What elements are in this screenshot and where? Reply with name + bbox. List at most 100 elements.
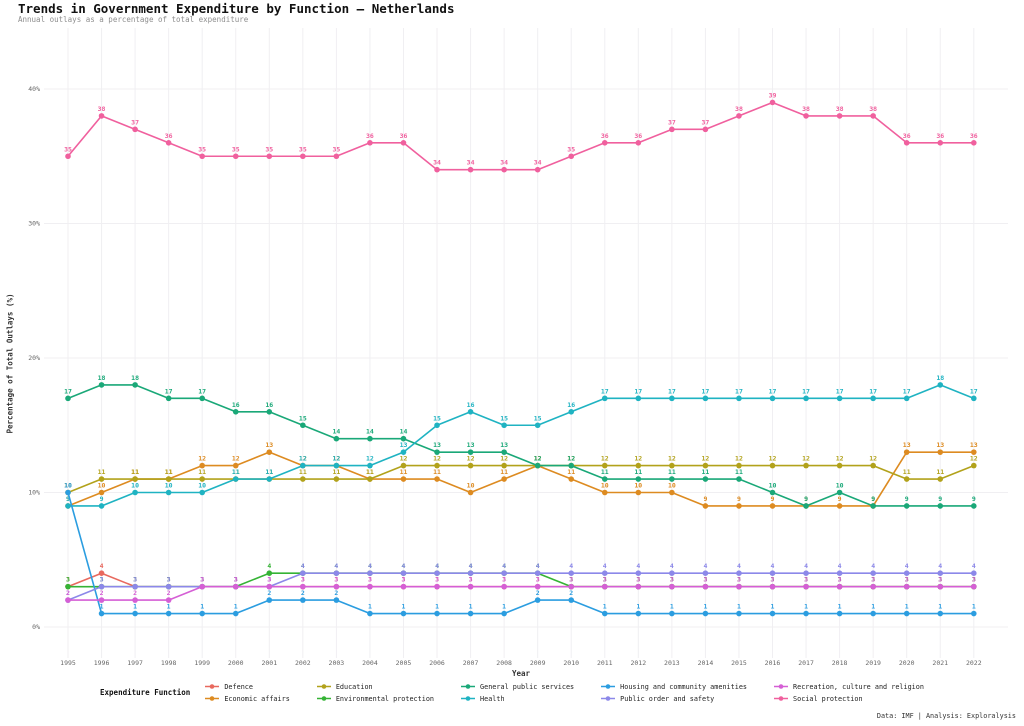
data-point-label: 16 [467, 401, 475, 409]
data-point-label: 3 [334, 576, 338, 584]
data-point [65, 597, 71, 603]
data-point-label: 3 [569, 576, 573, 584]
data-point [601, 476, 608, 482]
data-point-label: 3 [636, 576, 640, 584]
data-point [232, 610, 239, 617]
x-tick-label: 2009 [530, 659, 546, 667]
data-point-label: 3 [972, 576, 976, 584]
data-point [903, 583, 910, 590]
data-point-label: 11 [232, 468, 240, 476]
data-point-label: 12 [467, 455, 475, 463]
data-point [333, 583, 340, 590]
data-point-label: 3 [771, 576, 775, 584]
x-tick-label: 2011 [597, 659, 613, 667]
data-point-label: 11 [433, 468, 441, 476]
data-point-label: 3 [133, 576, 137, 584]
data-point-label: 12 [802, 455, 810, 463]
legend-item-health: Health [460, 694, 574, 703]
data-point-label: 9 [771, 495, 775, 503]
data-point-label: 38 [735, 105, 743, 113]
data-point-label: 3 [569, 576, 573, 584]
data-point [132, 583, 138, 590]
data-point [870, 503, 876, 509]
data-point-label: 4 [368, 562, 372, 570]
data-point [501, 422, 507, 429]
data-point-label: 2 [301, 589, 305, 597]
data-point [65, 489, 71, 496]
data-point [635, 583, 642, 590]
data-point-label: 3 [771, 576, 775, 584]
data-point-label: 35 [64, 145, 72, 153]
data-point-label: 13 [265, 441, 273, 449]
data-point-label: 11 [299, 468, 307, 476]
data-point-label: 4 [703, 562, 707, 570]
data-point [333, 462, 340, 469]
data-point-label: 1 [938, 603, 942, 611]
data-point-label: 3 [771, 576, 775, 584]
data-point [367, 476, 373, 482]
data-point-label: 35 [265, 145, 273, 153]
data-point [98, 476, 105, 482]
data-point-label: 4 [737, 562, 741, 570]
data-point [98, 597, 105, 603]
data-point [971, 610, 977, 617]
data-point-label: 3 [234, 576, 238, 584]
data-point-label: 38 [98, 105, 106, 113]
data-point-label: 35 [567, 145, 575, 153]
data-point [232, 153, 239, 160]
data-point-label: 3 [167, 576, 171, 584]
data-point [434, 462, 440, 469]
data-point-label: 1 [636, 603, 640, 611]
data-point-label: 4 [402, 562, 406, 570]
data-point-label: 1 [703, 603, 707, 611]
series-social-protection: 35 38 37 36 35 35 35 35 35 36 36 34 34 34 34 35 36 36 37 37… [64, 91, 978, 173]
data-point [803, 610, 809, 617]
data-point-label: 4 [636, 562, 640, 570]
legend-marker-icon [205, 684, 220, 689]
data-point-label: 2 [267, 589, 271, 597]
data-point-label: 12 [769, 455, 777, 463]
data-point-label: 11 [131, 468, 139, 476]
data-point-label: 9 [66, 495, 70, 503]
data-point-label: 10 [198, 482, 206, 490]
data-point [836, 113, 843, 119]
data-point [736, 113, 742, 119]
data-point-label: 3 [368, 576, 372, 584]
legend-items: Defence Economic affairs Education Environm… [204, 682, 924, 703]
data-point [769, 489, 776, 496]
data-point-label: 12 [500, 455, 508, 463]
data-point [300, 597, 306, 603]
data-point-label: 11 [165, 468, 173, 476]
x-tick-label: 2022 [966, 659, 982, 667]
x-tick-label: 2005 [396, 659, 412, 667]
data-point [736, 570, 742, 576]
data-point-label: 2 [569, 589, 573, 597]
y-tick-label: 0% [32, 623, 40, 631]
data-point [165, 395, 172, 402]
data-point-label: 3 [435, 576, 439, 584]
data-point-label: 3 [267, 576, 271, 584]
data-point [836, 583, 843, 590]
data-point-label: 3 [200, 576, 204, 584]
data-point-label: 13 [970, 441, 978, 449]
data-point-label: 17 [702, 387, 710, 395]
series-line-recreation-culture-and-religion [68, 585, 974, 601]
data-point [467, 570, 474, 576]
data-point [434, 422, 440, 429]
data-point [803, 570, 809, 576]
legend-item-economic-affairs: Economic affairs [204, 694, 290, 703]
data-point [300, 462, 306, 469]
data-point-label: 3 [871, 576, 875, 584]
data-point [836, 610, 843, 617]
legend-label: Public order and safety [620, 694, 715, 703]
data-point-label: 17 [802, 387, 810, 395]
legend-title: Expenditure Function [100, 688, 191, 697]
data-point-label: 4 [469, 562, 473, 570]
data-point [266, 570, 273, 576]
data-point [937, 382, 944, 388]
data-point-label: 3 [469, 576, 473, 584]
data-point-label: 13 [903, 441, 911, 449]
data-point-label: 35 [232, 145, 240, 153]
data-point-label: 1 [469, 603, 473, 611]
data-point-label: 3 [737, 576, 741, 584]
